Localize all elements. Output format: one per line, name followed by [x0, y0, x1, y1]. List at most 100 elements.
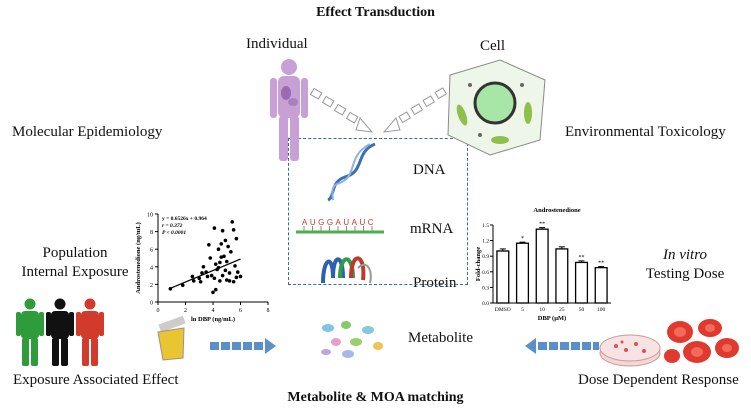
y-tick-label: 10	[147, 213, 153, 219]
person-arm	[76, 312, 81, 336]
scatter-point	[180, 283, 185, 288]
scatter-point	[235, 270, 240, 274]
regression-annotation: P < 0.0001	[162, 230, 186, 236]
label-mrna: mRNA	[410, 221, 454, 237]
significance-marker: *	[521, 236, 524, 242]
scatter-point	[230, 220, 235, 224]
scatter-point	[205, 274, 210, 279]
scatter-point	[227, 271, 232, 275]
scatter-point	[233, 264, 237, 268]
x-tick-label: 6	[239, 308, 242, 314]
y-tick-label: 0.6	[482, 270, 489, 276]
person-leg	[61, 338, 68, 366]
person-leg	[91, 338, 98, 366]
bar	[594, 266, 608, 304]
population-people-icon	[16, 298, 104, 366]
y-tick-label: 0.3	[482, 285, 489, 291]
scatter-point	[223, 238, 228, 243]
scatter-point	[211, 290, 215, 295]
label-environmental-toxicology: Environmental Toxicology	[565, 124, 726, 140]
label-testing-dose: Testing Dose	[645, 266, 725, 282]
person-arm	[16, 312, 21, 336]
scatter-point	[197, 276, 202, 281]
scatter-point	[200, 271, 204, 275]
scatter-point	[231, 279, 236, 284]
person-torso	[51, 311, 69, 339]
arrow-cell-to-box	[382, 87, 448, 133]
scatter-point	[209, 273, 214, 278]
bar	[515, 242, 530, 304]
person-head	[84, 298, 96, 310]
scatter-point	[201, 265, 206, 269]
molecular-box	[288, 138, 468, 285]
x-tick-label: 50	[579, 307, 585, 313]
scatter-point	[234, 275, 239, 280]
scatter-point	[213, 262, 218, 266]
footer-title: Metabolite & MOA matching	[287, 390, 464, 405]
scatter-point	[218, 260, 222, 265]
scatter-point	[224, 278, 229, 282]
person-arm	[99, 312, 104, 336]
bar	[535, 228, 549, 304]
bar-chart: Androstenedione 0.0 0.3 0.6 0.9 1.2 1.5 DMSO * 5 *…	[475, 207, 611, 322]
scatter-point	[220, 273, 225, 278]
y-tick-label: 1.5	[482, 223, 489, 229]
y-tick-label: 0	[150, 301, 153, 307]
y-tick-label: 1.2	[482, 239, 489, 245]
scatter-point	[224, 259, 229, 264]
y-axis-label: Fold-change	[475, 247, 482, 281]
label-protein: Protein	[413, 275, 457, 291]
label-molecular-epidemiology: Molecular Epidemiology	[12, 124, 163, 140]
person-leg	[22, 338, 29, 366]
regression-annotation: y = 0.6526x + 0.964	[162, 216, 207, 222]
y-tick-label: 6	[150, 248, 153, 254]
scatter-point	[212, 276, 217, 281]
person-torso	[21, 311, 39, 339]
x-tick-label: 8	[267, 308, 270, 314]
x-axis-label: DBP (μM)	[538, 315, 566, 322]
metabolite-molecules-icon	[321, 321, 383, 358]
scatter-point	[212, 226, 217, 230]
person-arm	[39, 312, 44, 336]
bar	[555, 248, 569, 304]
person-leg	[82, 338, 89, 366]
x-axis-label: ln DBP (ng/mL)	[191, 316, 235, 323]
person-head	[54, 298, 66, 310]
x-tick-label: 25	[559, 307, 565, 313]
scatter-point	[219, 255, 224, 259]
sample-cup-icon	[157, 315, 186, 361]
bar	[496, 250, 510, 304]
scatter-point	[208, 256, 213, 260]
x-tick-label: 0	[157, 308, 160, 314]
person-torso	[81, 311, 99, 339]
red-blood-cells-icon	[664, 319, 739, 363]
y-tick-label: 4	[150, 265, 153, 271]
arrow-individual-to-box	[309, 87, 374, 133]
person-leg	[31, 338, 38, 366]
x-tick-label: 10	[539, 307, 545, 313]
x-tick-label: 4	[212, 308, 215, 314]
significance-marker: **	[579, 255, 585, 261]
scatter-point	[226, 244, 230, 249]
person-head	[24, 298, 36, 310]
scatter-point	[231, 228, 236, 232]
person-arm	[69, 312, 74, 336]
regression-annotation: r = 0.372	[162, 223, 183, 229]
arrow-left-to-metabolite	[525, 338, 599, 354]
mrna-icon: AUGGAUAUC	[296, 218, 384, 234]
scatter-point	[216, 247, 221, 251]
y-tick-label: 0.0	[482, 301, 489, 307]
label-dna: DNA	[413, 162, 446, 178]
scatter-point	[219, 242, 224, 246]
label-dose-response: Dose Dependent Response	[578, 372, 739, 388]
x-tick-label: 5	[521, 307, 524, 313]
label-internal-exposure: Internal Exposure	[21, 264, 129, 280]
x-tick-label: 2	[184, 308, 187, 314]
scatter-point	[220, 228, 225, 233]
scatter-point	[222, 254, 226, 259]
person-figure	[46, 298, 74, 366]
y-tick-label: 0.9	[482, 254, 489, 260]
protein-icon	[321, 256, 372, 284]
label-metabolite: Metabolite	[408, 330, 473, 346]
